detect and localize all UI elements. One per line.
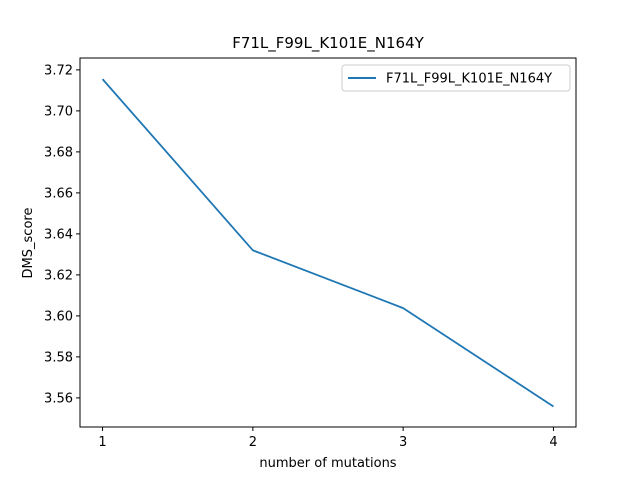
y-tick-label: 3.70: [44, 104, 73, 119]
y-tick-label: 3.56: [44, 391, 73, 406]
y-tick-label: 3.66: [44, 186, 73, 201]
legend: F71L_F99L_K101E_N164Y: [341, 64, 571, 92]
y-tick-label: 3.60: [44, 309, 73, 324]
legend-entry-label: F71L_F99L_K101E_N164Y: [386, 72, 552, 87]
x-tick-label: 3: [399, 435, 407, 450]
x-axis-label: number of mutations: [259, 456, 396, 471]
y-tick-label: 3.72: [44, 63, 73, 78]
series-line: [101, 78, 554, 408]
x-axis-ticks: 1 2 3 4: [98, 427, 558, 450]
x-tick-label: 4: [549, 435, 557, 450]
y-tick-label: 3.64: [44, 227, 73, 242]
plot-area-frame: [79, 57, 577, 428]
y-axis-ticks: 3.56 3.58 3.60 3.62 3.64 3.66 3.68 3.70 3.72: [44, 63, 80, 406]
x-tick-label: 1: [98, 435, 106, 450]
chart-title: F71L_F99L_K101E_N164Y: [232, 34, 424, 53]
y-tick-label: 3.62: [44, 268, 73, 283]
x-tick-label: 2: [249, 435, 257, 450]
y-axis-label: DMS_score: [21, 208, 36, 279]
legend-box: [341, 64, 571, 92]
y-tick-label: 3.68: [44, 145, 73, 160]
y-tick-label: 3.58: [44, 350, 73, 365]
series-layer: [101, 78, 554, 408]
